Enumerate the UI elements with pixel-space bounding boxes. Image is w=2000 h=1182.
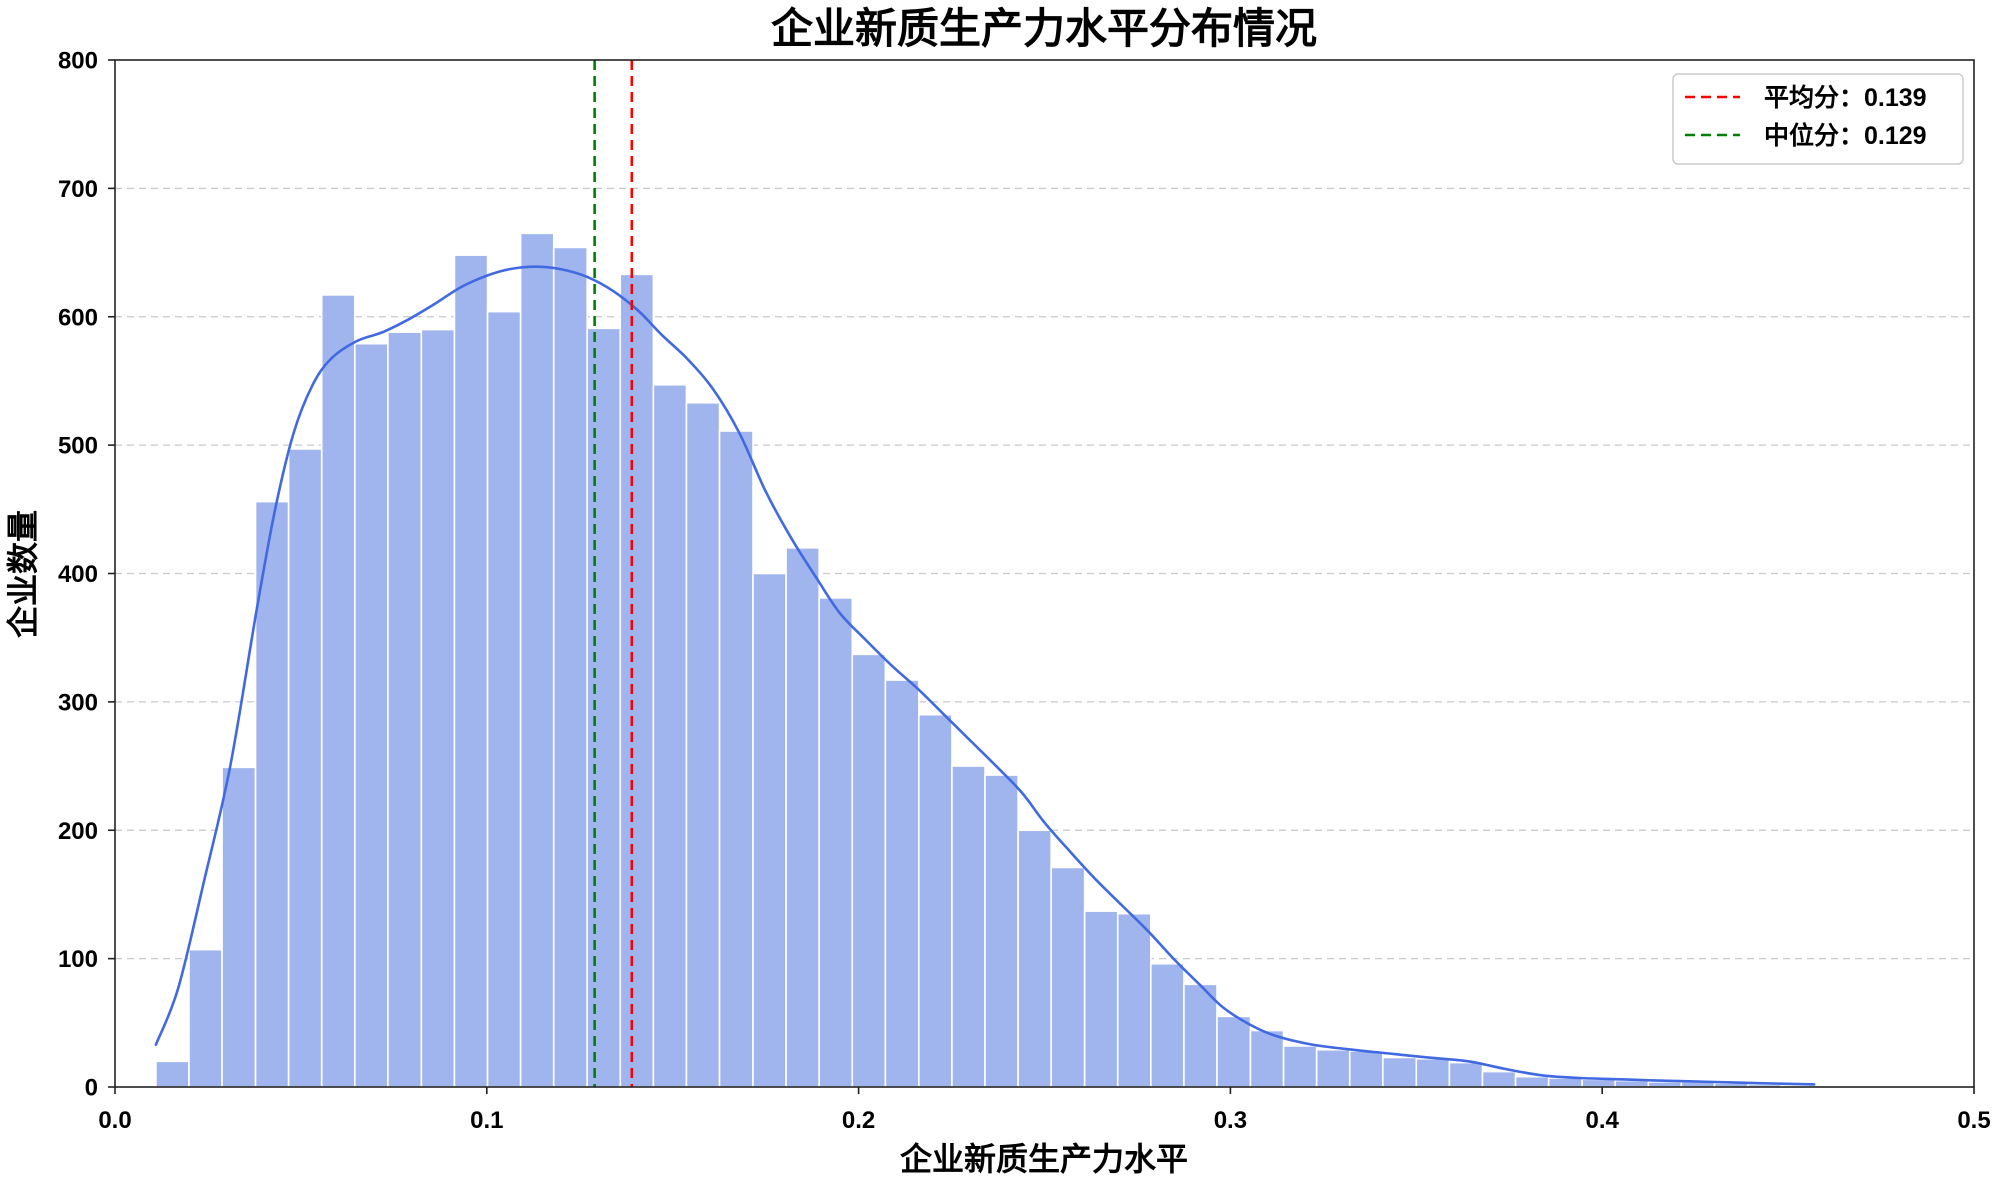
- histogram-bar: [1216, 1015, 1252, 1088]
- legend-label-median: 中位分：0.129: [1764, 121, 1927, 150]
- y-tick-label: 700: [58, 176, 98, 203]
- histogram-bar: [652, 383, 688, 1088]
- histogram-bar: [320, 294, 356, 1088]
- histogram-bar: [155, 1060, 190, 1088]
- x-axis-label: 企业新质生产力水平: [900, 1140, 1188, 1178]
- legend: 平均分：0.139 中位分：0.129: [1672, 73, 1964, 165]
- histogram-bar: [1348, 1050, 1384, 1088]
- kde-layer: [154, 265, 1816, 1086]
- histogram-bar: [1282, 1045, 1318, 1088]
- histogram-bar: [254, 500, 290, 1088]
- histogram-bar: [1083, 910, 1119, 1088]
- histogram-bar: [851, 653, 887, 1088]
- histogram-bar: [486, 310, 522, 1088]
- histogram-bar: [519, 232, 555, 1088]
- histogram-bar: [685, 401, 721, 1088]
- histogram-bar: [1382, 1056, 1418, 1088]
- histogram-bar: [420, 328, 456, 1088]
- y-axis-ticks: 0 100 200 300 400 500 600 700 800: [58, 48, 115, 1102]
- histogram-bar: [1116, 912, 1152, 1088]
- histogram-bar: [951, 765, 986, 1088]
- histogram-bar: [1547, 1077, 1583, 1088]
- histogram-bar: [453, 254, 489, 1088]
- histogram-bar: [918, 713, 953, 1088]
- chart-title: 企业新质生产力水平分布情况: [771, 4, 1317, 53]
- histogram-bar: [619, 273, 655, 1088]
- histogram-bar: [387, 331, 423, 1088]
- histogram-bar: [984, 774, 1019, 1088]
- y-tick-label: 200: [58, 818, 98, 845]
- histogram-bar: [752, 572, 787, 1088]
- y-axis-label: 企业数量: [4, 510, 42, 638]
- histogram-bar: [884, 679, 920, 1088]
- y-tick-label: 100: [58, 946, 98, 973]
- histogram-bars: [155, 232, 1815, 1088]
- histogram-bar: [188, 948, 223, 1088]
- y-tick-label: 300: [58, 689, 98, 716]
- histogram-bar: [1448, 1061, 1484, 1088]
- histogram-bar: [1614, 1079, 1650, 1088]
- histogram-bar: [1581, 1078, 1617, 1088]
- histogram-bar: [818, 597, 854, 1088]
- histogram-bar: [785, 547, 820, 1088]
- y-tick-label: 500: [58, 433, 98, 460]
- x-tick-label: 0.5: [1957, 1107, 1990, 1134]
- histogram-bar: [1017, 829, 1052, 1088]
- x-tick-label: 0.0: [98, 1107, 131, 1134]
- histogram-bar: [1249, 1029, 1285, 1088]
- x-tick-label: 0.1: [470, 1107, 503, 1134]
- legend-label-mean: 平均分：0.139: [1764, 84, 1927, 112]
- legend-entry-mean: 平均分：0.139: [1685, 84, 1927, 112]
- histogram-bar: [586, 327, 622, 1088]
- x-tick-label: 0.4: [1586, 1107, 1620, 1134]
- histogram-bar: [1514, 1075, 1550, 1088]
- legend-entry-median: 中位分：0.129: [1685, 121, 1927, 150]
- histogram-bar: [1415, 1057, 1451, 1088]
- histogram-bar: [354, 342, 389, 1088]
- y-tick-label: 600: [58, 304, 98, 331]
- y-tick-label: 800: [58, 48, 98, 75]
- histogram-bar: [718, 430, 754, 1088]
- y-tick-label: 0: [85, 1075, 98, 1102]
- x-axis-ticks: 0.0 0.1 0.2 0.3 0.4 0.5: [98, 1087, 1991, 1134]
- y-tick-label: 400: [58, 561, 98, 588]
- legend-box: [1672, 73, 1964, 165]
- histogram-bar: [287, 448, 323, 1088]
- histogram-bar: [1150, 962, 1185, 1088]
- histogram-bar: [1050, 866, 1086, 1088]
- reference-lines: [593, 60, 634, 1087]
- histogram-bar: [552, 246, 588, 1088]
- x-tick-label: 0.3: [1214, 1107, 1247, 1134]
- x-tick-label: 0.2: [842, 1107, 875, 1134]
- kde-curve: [154, 265, 1816, 1086]
- histogram-bar: [1183, 983, 1218, 1088]
- histogram-bar: [1315, 1048, 1351, 1088]
- histogram-bar: [1481, 1070, 1517, 1088]
- histogram-bar: [221, 766, 257, 1088]
